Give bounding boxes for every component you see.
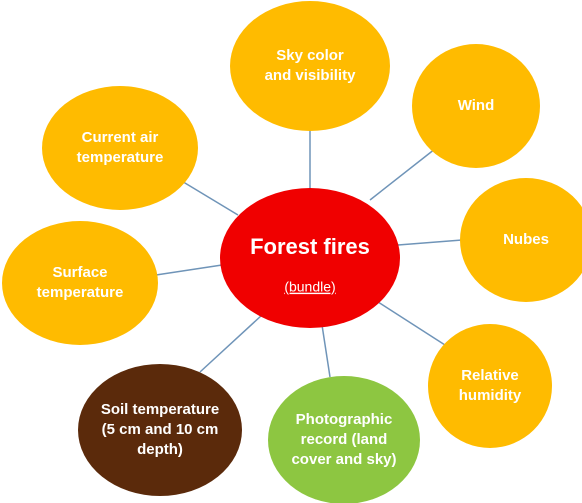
node-ellipse bbox=[42, 86, 198, 210]
node-label: Wind bbox=[458, 97, 495, 114]
node-label: Surface bbox=[52, 264, 107, 281]
node: Soil temperature (5 cm and 10 cm depth) bbox=[78, 364, 242, 496]
node-label: Sky color bbox=[276, 47, 344, 64]
node: Nubes bbox=[460, 178, 582, 302]
node: Surface temperature bbox=[2, 221, 158, 345]
link bbox=[155, 264, 223, 276]
node-label: temperature bbox=[77, 149, 164, 166]
link bbox=[321, 324, 331, 378]
link bbox=[374, 299, 446, 346]
link bbox=[199, 314, 263, 373]
node-label: (5 cm and 10 cm bbox=[102, 421, 219, 438]
node: Photographic record (land cover and sky) bbox=[268, 376, 420, 503]
node-ellipse bbox=[230, 1, 390, 131]
links bbox=[155, 130, 463, 378]
node-label: temperature bbox=[37, 284, 124, 301]
node-label: Relative bbox=[461, 367, 519, 384]
node-label: Soil temperature bbox=[101, 401, 219, 418]
node-label: Nubes bbox=[503, 231, 549, 248]
node: Sky color and visibility bbox=[230, 1, 390, 131]
node-ellipse bbox=[78, 364, 242, 496]
node-label: and visibility bbox=[265, 67, 357, 84]
node-ellipse bbox=[412, 44, 540, 168]
node-label: cover and sky) bbox=[291, 451, 396, 468]
node: Relative humidity bbox=[428, 324, 552, 448]
node-label: Current air bbox=[82, 129, 159, 146]
link bbox=[369, 144, 441, 201]
node: Wind bbox=[412, 44, 540, 168]
node-label: record (land bbox=[301, 431, 388, 448]
node-ellipse bbox=[2, 221, 158, 345]
center-subtitle: (bundle) bbox=[284, 279, 335, 295]
center-ellipse bbox=[220, 188, 400, 328]
node-label: Photographic bbox=[296, 411, 393, 428]
node-ellipse bbox=[428, 324, 552, 448]
center-node: Forest fires (bundle) bbox=[220, 188, 400, 328]
link bbox=[397, 239, 463, 246]
node-label: depth) bbox=[137, 441, 183, 458]
node-label: humidity bbox=[459, 387, 522, 404]
center-title: Forest fires bbox=[250, 234, 370, 259]
link bbox=[179, 179, 239, 216]
node-ellipse bbox=[460, 178, 582, 302]
node-ellipse bbox=[268, 376, 420, 503]
node: Current air temperature bbox=[42, 86, 198, 210]
